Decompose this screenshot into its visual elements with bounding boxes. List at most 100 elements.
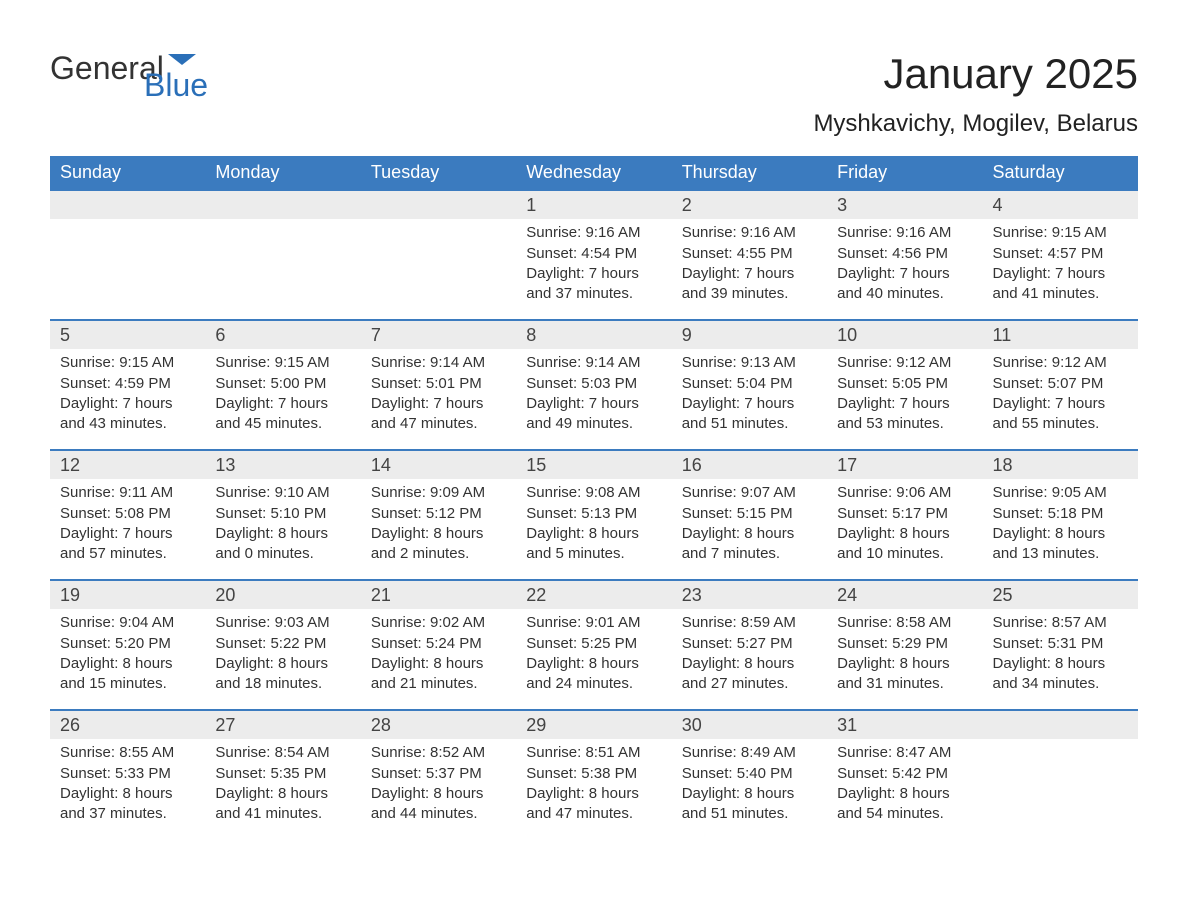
sunset-text: Sunset: 5:40 PM <box>682 764 817 784</box>
sunset-text: Sunset: 5:37 PM <box>371 764 506 784</box>
day-cell: 13Sunrise: 9:10 AMSunset: 5:10 PMDayligh… <box>205 451 360 579</box>
day-content: Sunrise: 8:52 AMSunset: 5:37 PMDaylight:… <box>361 739 516 824</box>
day-content: Sunrise: 9:15 AMSunset: 5:00 PMDaylight:… <box>205 349 360 434</box>
daylight-text: Daylight: 8 hours and 44 minutes. <box>371 784 506 825</box>
sunrise-text: Sunrise: 9:13 AM <box>682 353 817 373</box>
day-number: 11 <box>983 321 1138 349</box>
sunset-text: Sunset: 5:33 PM <box>60 764 195 784</box>
sunrise-text: Sunrise: 9:08 AM <box>526 483 661 503</box>
week-row: 1Sunrise: 9:16 AMSunset: 4:54 PMDaylight… <box>50 189 1138 319</box>
sunset-text: Sunset: 5:29 PM <box>837 634 972 654</box>
day-cell: 31Sunrise: 8:47 AMSunset: 5:42 PMDayligh… <box>827 711 982 839</box>
day-content: Sunrise: 9:12 AMSunset: 5:07 PMDaylight:… <box>983 349 1138 434</box>
day-content: Sunrise: 9:15 AMSunset: 4:57 PMDaylight:… <box>983 219 1138 304</box>
day-cell: 7Sunrise: 9:14 AMSunset: 5:01 PMDaylight… <box>361 321 516 449</box>
month-title: January 2025 <box>813 50 1138 98</box>
day-number: 14 <box>361 451 516 479</box>
sunrise-text: Sunrise: 9:16 AM <box>837 223 972 243</box>
day-number: 13 <box>205 451 360 479</box>
sunrise-text: Sunrise: 9:09 AM <box>371 483 506 503</box>
sunrise-text: Sunrise: 8:51 AM <box>526 743 661 763</box>
day-cell: 22Sunrise: 9:01 AMSunset: 5:25 PMDayligh… <box>516 581 671 709</box>
day-content: Sunrise: 9:02 AMSunset: 5:24 PMDaylight:… <box>361 609 516 694</box>
day-cell <box>983 711 1138 839</box>
sunset-text: Sunset: 5:08 PM <box>60 504 195 524</box>
sunset-text: Sunset: 5:18 PM <box>993 504 1128 524</box>
sunrise-text: Sunrise: 9:05 AM <box>993 483 1128 503</box>
day-cell: 4Sunrise: 9:15 AMSunset: 4:57 PMDaylight… <box>983 191 1138 319</box>
day-number: 18 <box>983 451 1138 479</box>
day-cell: 1Sunrise: 9:16 AMSunset: 4:54 PMDaylight… <box>516 191 671 319</box>
day-number: 3 <box>827 191 982 219</box>
calendar-page: General Blue January 2025 Myshkavichy, M… <box>0 0 1188 918</box>
day-header-cell: Wednesday <box>516 156 671 189</box>
day-content: Sunrise: 9:16 AMSunset: 4:54 PMDaylight:… <box>516 219 671 304</box>
logo-text-blue: Blue <box>144 67 208 103</box>
day-content: Sunrise: 8:58 AMSunset: 5:29 PMDaylight:… <box>827 609 982 694</box>
day-cell <box>361 191 516 319</box>
day-content: Sunrise: 9:13 AMSunset: 5:04 PMDaylight:… <box>672 349 827 434</box>
day-number: 27 <box>205 711 360 739</box>
sunrise-text: Sunrise: 9:16 AM <box>526 223 661 243</box>
day-number <box>361 191 516 219</box>
sunset-text: Sunset: 5:22 PM <box>215 634 350 654</box>
daylight-text: Daylight: 8 hours and 10 minutes. <box>837 524 972 565</box>
day-cell: 24Sunrise: 8:58 AMSunset: 5:29 PMDayligh… <box>827 581 982 709</box>
day-number: 8 <box>516 321 671 349</box>
sunrise-text: Sunrise: 9:15 AM <box>215 353 350 373</box>
daylight-text: Daylight: 7 hours and 47 minutes. <box>371 394 506 435</box>
week-row: 26Sunrise: 8:55 AMSunset: 5:33 PMDayligh… <box>50 709 1138 839</box>
day-cell <box>50 191 205 319</box>
sunset-text: Sunset: 5:15 PM <box>682 504 817 524</box>
sunset-text: Sunset: 5:03 PM <box>526 374 661 394</box>
day-content: Sunrise: 9:12 AMSunset: 5:05 PMDaylight:… <box>827 349 982 434</box>
day-header-cell: Tuesday <box>361 156 516 189</box>
day-cell: 9Sunrise: 9:13 AMSunset: 5:04 PMDaylight… <box>672 321 827 449</box>
day-cell: 17Sunrise: 9:06 AMSunset: 5:17 PMDayligh… <box>827 451 982 579</box>
daylight-text: Daylight: 8 hours and 54 minutes. <box>837 784 972 825</box>
sunrise-text: Sunrise: 9:16 AM <box>682 223 817 243</box>
day-number: 7 <box>361 321 516 349</box>
daylight-text: Daylight: 8 hours and 51 minutes. <box>682 784 817 825</box>
sunset-text: Sunset: 5:04 PM <box>682 374 817 394</box>
daylight-text: Daylight: 7 hours and 41 minutes. <box>993 264 1128 305</box>
sunset-text: Sunset: 5:31 PM <box>993 634 1128 654</box>
sunrise-text: Sunrise: 8:59 AM <box>682 613 817 633</box>
sunset-text: Sunset: 5:07 PM <box>993 374 1128 394</box>
sunrise-text: Sunrise: 9:15 AM <box>60 353 195 373</box>
sunset-text: Sunset: 4:55 PM <box>682 244 817 264</box>
day-cell: 10Sunrise: 9:12 AMSunset: 5:05 PMDayligh… <box>827 321 982 449</box>
sunrise-text: Sunrise: 9:04 AM <box>60 613 195 633</box>
sunrise-text: Sunrise: 8:54 AM <box>215 743 350 763</box>
day-content: Sunrise: 9:01 AMSunset: 5:25 PMDaylight:… <box>516 609 671 694</box>
day-number: 2 <box>672 191 827 219</box>
daylight-text: Daylight: 8 hours and 7 minutes. <box>682 524 817 565</box>
day-content: Sunrise: 9:08 AMSunset: 5:13 PMDaylight:… <box>516 479 671 564</box>
day-header-row: SundayMondayTuesdayWednesdayThursdayFrid… <box>50 156 1138 189</box>
sunrise-text: Sunrise: 9:10 AM <box>215 483 350 503</box>
daylight-text: Daylight: 7 hours and 39 minutes. <box>682 264 817 305</box>
daylight-text: Daylight: 8 hours and 5 minutes. <box>526 524 661 565</box>
day-number: 1 <box>516 191 671 219</box>
daylight-text: Daylight: 8 hours and 0 minutes. <box>215 524 350 565</box>
day-content: Sunrise: 9:11 AMSunset: 5:08 PMDaylight:… <box>50 479 205 564</box>
day-content: Sunrise: 8:49 AMSunset: 5:40 PMDaylight:… <box>672 739 827 824</box>
sunset-text: Sunset: 5:38 PM <box>526 764 661 784</box>
daylight-text: Daylight: 7 hours and 53 minutes. <box>837 394 972 435</box>
week-row: 12Sunrise: 9:11 AMSunset: 5:08 PMDayligh… <box>50 449 1138 579</box>
location-label: Myshkavichy, Mogilev, Belarus <box>813 110 1138 138</box>
day-content: Sunrise: 9:15 AMSunset: 4:59 PMDaylight:… <box>50 349 205 434</box>
sunset-text: Sunset: 5:00 PM <box>215 374 350 394</box>
day-number: 30 <box>672 711 827 739</box>
daylight-text: Daylight: 7 hours and 45 minutes. <box>215 394 350 435</box>
day-cell: 14Sunrise: 9:09 AMSunset: 5:12 PMDayligh… <box>361 451 516 579</box>
day-content: Sunrise: 9:04 AMSunset: 5:20 PMDaylight:… <box>50 609 205 694</box>
day-cell: 20Sunrise: 9:03 AMSunset: 5:22 PMDayligh… <box>205 581 360 709</box>
daylight-text: Daylight: 8 hours and 41 minutes. <box>215 784 350 825</box>
day-content: Sunrise: 8:57 AMSunset: 5:31 PMDaylight:… <box>983 609 1138 694</box>
day-number <box>983 711 1138 739</box>
day-cell: 28Sunrise: 8:52 AMSunset: 5:37 PMDayligh… <box>361 711 516 839</box>
sunrise-text: Sunrise: 8:52 AM <box>371 743 506 763</box>
sunrise-text: Sunrise: 9:11 AM <box>60 483 195 503</box>
day-cell: 11Sunrise: 9:12 AMSunset: 5:07 PMDayligh… <box>983 321 1138 449</box>
